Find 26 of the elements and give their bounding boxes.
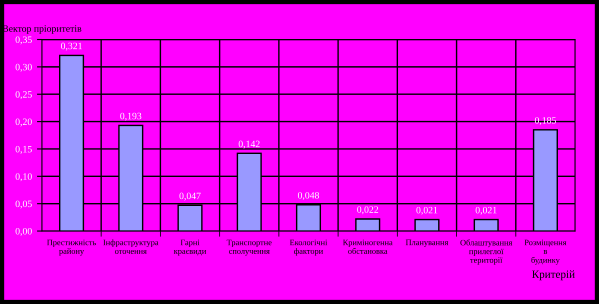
data-label: 0,022 (357, 206, 378, 214)
data-label: 0,142 (238, 140, 260, 149)
x-tick-label: Транспортне сполучення (226, 240, 272, 256)
y-tick-label: 0,25 (16, 91, 32, 100)
data-label: 0,193 (120, 112, 142, 121)
x-tick-label: Гарні краєвиди (174, 240, 206, 256)
y-tick-label: 0,30 (16, 64, 32, 72)
data-label: 0,021 (476, 206, 497, 215)
data-label: 0,047 (179, 192, 201, 201)
y-tick-label: 0,35 (16, 36, 32, 44)
y-tick-label: 0,10 (16, 173, 32, 182)
data-label: 0,048 (298, 192, 320, 200)
x-tick-label: Розміщення в будинку (524, 240, 566, 265)
x-axis-title: Критерій (532, 270, 575, 280)
y-tick-label: 0,00 (16, 228, 32, 236)
y-tick-label: 0,15 (16, 146, 32, 154)
y-tick-label: 0,05 (16, 200, 32, 209)
x-tick-label: Облаштування прилеглої території (460, 239, 512, 265)
x-tick-label: Планування (406, 240, 448, 247)
x-tick-label: Престижність району (47, 240, 96, 256)
y-tick-label: 0,20 (16, 118, 32, 126)
data-label: 0,321 (60, 42, 82, 51)
x-tick-label: Інфраструктура оточення (103, 239, 158, 254)
x-tick-label: Криміногенна обстановка (342, 240, 393, 254)
x-tick-label: Екологічні фактори (290, 240, 328, 256)
data-label: 0,021 (416, 206, 438, 215)
